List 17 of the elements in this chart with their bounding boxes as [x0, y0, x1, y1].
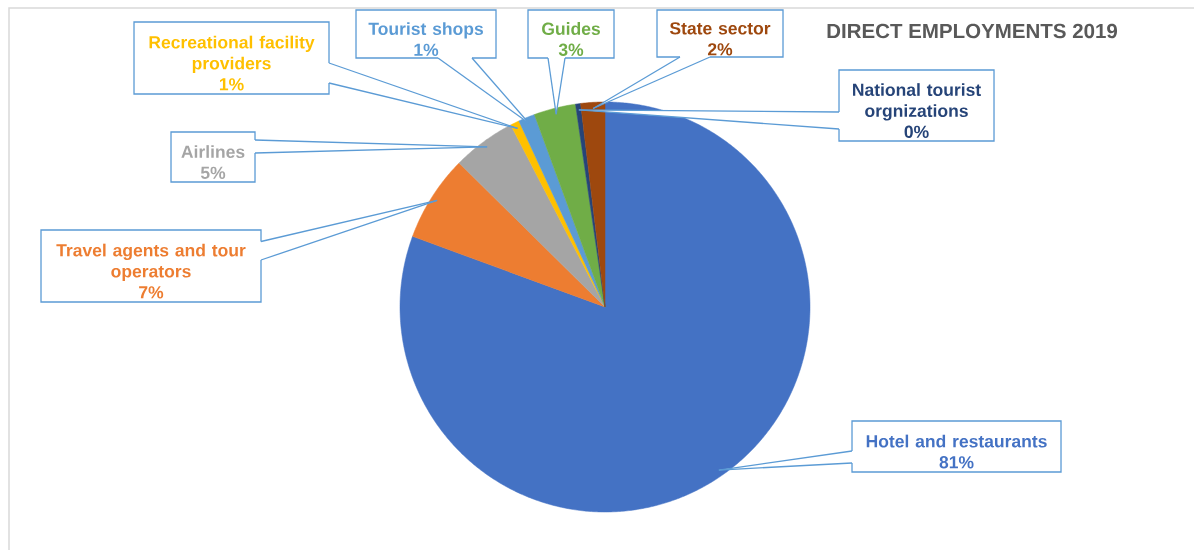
slice-label: State sector — [669, 22, 771, 35]
slice-label: Travel agents and tour operators — [56, 243, 246, 281]
slice-label: Tourist shops — [368, 22, 483, 39]
slice-label: Hotel and restaurants — [866, 434, 1047, 448]
data-label: 1% — [414, 43, 439, 56]
slice-label: National tourist orgnizations — [853, 83, 981, 121]
data-label: 0% — [904, 125, 929, 138]
chart-title: DIRECT EMPLOYMENTS 2019 — [827, 23, 1118, 39]
slice-label: Airlines — [181, 145, 245, 158]
slice-label: Guides — [542, 22, 600, 35]
data-label: 2% — [707, 43, 733, 56]
slice-label: Recreational facility providers — [149, 35, 315, 73]
data-label: 81% — [939, 456, 974, 469]
data-label: 5% — [200, 166, 226, 179]
data-label: 3% — [558, 43, 584, 57]
data-label: 7% — [139, 286, 164, 299]
data-label: 1% — [219, 78, 244, 91]
